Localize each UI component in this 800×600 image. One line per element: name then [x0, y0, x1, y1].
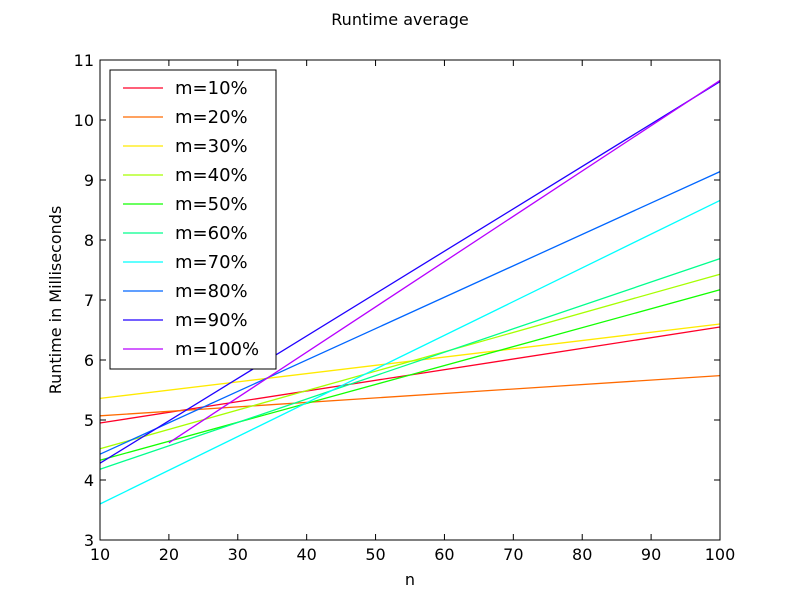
legend-label: m=40%	[175, 165, 248, 186]
x-axis-label: n	[405, 570, 415, 589]
x-tick-label: 60	[434, 545, 454, 564]
series-line-5	[99, 289, 721, 461]
y-tick-label: 6	[84, 351, 94, 370]
series-line-2	[99, 374, 721, 417]
y-tick-label: 9	[84, 171, 94, 190]
y-axis-label: Runtime in Milliseconds	[46, 206, 65, 395]
legend-label: m=60%	[175, 223, 248, 244]
x-tick-label: 30	[228, 545, 248, 564]
x-tick-label: 100	[705, 545, 736, 564]
legend-label: m=90%	[175, 310, 248, 331]
legend-label: m=70%	[175, 252, 248, 273]
x-tick-label: 20	[159, 545, 179, 564]
legend-box	[109, 69, 277, 370]
y-tick-label: 10	[74, 111, 94, 130]
x-tick-label: 40	[296, 545, 316, 564]
series-line-7	[99, 199, 721, 505]
y-tick-label: 8	[84, 231, 94, 250]
legend-label: m=10%	[175, 78, 248, 99]
y-tick-label: 5	[84, 411, 94, 430]
series-lines	[99, 79, 721, 505]
x-tick-label: 50	[365, 545, 385, 564]
legend-label: m=100%	[175, 339, 259, 360]
y-tick-label: 3	[84, 531, 94, 550]
y-tick-label: 4	[84, 471, 94, 490]
y-axis-ticks: 3 4 5 6 7 8 9 10 11	[74, 51, 720, 550]
x-tick-label: 70	[503, 545, 523, 564]
x-axis-ticks: 10 20 30 40 50 60 70 80 90 100	[90, 60, 735, 564]
y-tick-label: 7	[84, 291, 94, 310]
series-line-10	[168, 79, 721, 444]
series-line-8	[99, 171, 721, 455]
series-line-9	[99, 81, 721, 464]
chart-title: Runtime average	[331, 10, 468, 29]
x-tick-label: 90	[641, 545, 661, 564]
y-tick-label: 11	[74, 51, 94, 70]
legend: m=10% m=20% m=30% m=40% m=50% m=60% m=70% m=80%…	[109, 69, 277, 370]
legend-label: m=80%	[175, 281, 248, 302]
legend-label: m=50%	[175, 194, 248, 215]
legend-label: m=20%	[175, 107, 248, 128]
series-line-6	[99, 257, 721, 470]
legend-label: m=30%	[175, 136, 248, 157]
x-tick-label: 80	[572, 545, 592, 564]
x-tick-label: 10	[90, 545, 110, 564]
